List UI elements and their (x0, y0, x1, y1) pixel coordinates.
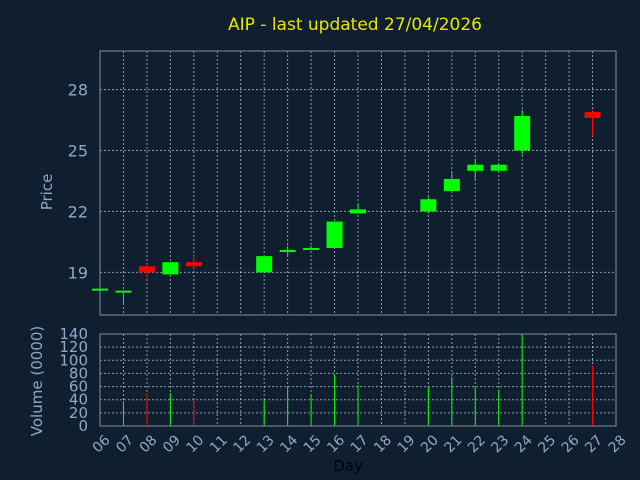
volume-tick-label: 60 (69, 378, 88, 396)
price-axis-label: Price (38, 174, 56, 211)
candle-body (420, 199, 437, 212)
x-axis-label: Day (333, 457, 363, 475)
candle-body (138, 266, 155, 273)
candle-body (467, 164, 484, 171)
volume-axis-label: Volume (0000) (28, 326, 46, 436)
price-grid (100, 51, 616, 315)
price-tick-label: 19 (68, 263, 88, 282)
candle-body (303, 247, 320, 250)
candle-body (115, 290, 132, 293)
volume-tick-label: 80 (69, 364, 88, 382)
candle-body (350, 209, 366, 214)
volume-plot-frame (99, 333, 617, 427)
candle-body (584, 111, 601, 119)
volume-bars (122, 335, 594, 426)
volume-tick-label: 0 (78, 417, 88, 435)
candle-body (443, 178, 460, 192)
candle-body (162, 262, 179, 275)
candle-body (279, 250, 296, 253)
candle-body (256, 256, 273, 273)
price-tick-label: 22 (68, 202, 88, 221)
volume-tick-label: 120 (59, 338, 88, 356)
candle-body (326, 221, 343, 248)
candle-body (490, 164, 507, 171)
chart-title: AIP - last updated 27/04/2026 (228, 15, 482, 35)
volume-tick-label: 20 (69, 404, 88, 422)
price-tick-label: 28 (68, 81, 88, 100)
x-tick-labels: 06 07 08 09 10 11 12 13 14 15 16 17 18 19 20 21 22 23 24 25… (90, 432, 630, 456)
price-y-ticks: 19 22 25 28 (68, 81, 88, 283)
price-plot-frame (99, 50, 617, 316)
candle-body (514, 115, 531, 151)
volume-tick-label: 100 (59, 351, 88, 369)
candlesticks (92, 109, 601, 305)
volume-tick-label: 140 (59, 325, 88, 343)
candle-body (185, 262, 202, 267)
price-tick-label: 25 (68, 142, 88, 161)
volume-tick-label: 40 (69, 391, 88, 409)
